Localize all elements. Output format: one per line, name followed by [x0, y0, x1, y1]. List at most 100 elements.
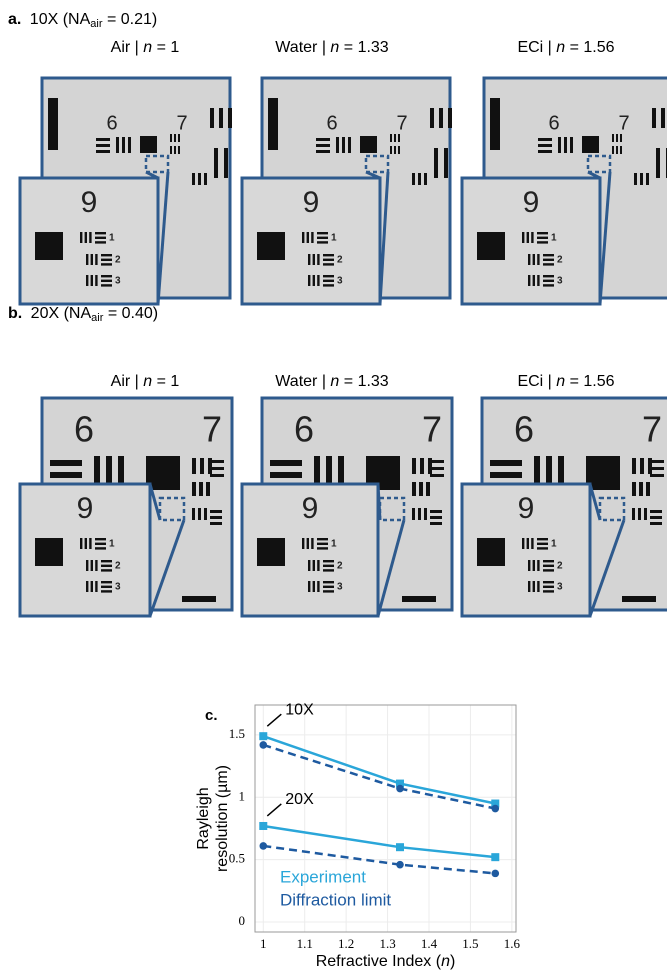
- target-bar: [317, 232, 328, 234]
- target-bar: [412, 173, 415, 185]
- symbol: n: [143, 373, 152, 390]
- target-bar: [538, 144, 552, 147]
- target-bar: [522, 538, 524, 549]
- target-bar: [313, 275, 315, 286]
- target-bar: [537, 547, 548, 549]
- target-label: 9: [81, 186, 98, 219]
- target-bar: [650, 474, 664, 477]
- target-bar: [308, 581, 310, 592]
- target-bar: [543, 280, 554, 282]
- target-bar: [612, 146, 614, 154]
- target-bar: [390, 134, 392, 142]
- target-bar: [323, 565, 334, 567]
- target-square: [35, 538, 63, 566]
- annotation: 10X: [285, 701, 314, 718]
- symbol: n: [330, 373, 339, 390]
- column-label: Air | n = 1: [111, 373, 180, 390]
- target-bar: [537, 581, 539, 592]
- target-square: [477, 232, 505, 260]
- target-bar: [89, 232, 91, 243]
- x-tick-label: 1: [260, 936, 267, 951]
- target-bar: [198, 173, 201, 185]
- target-bar: [434, 148, 438, 178]
- target-bar: [192, 508, 195, 520]
- index: = 1: [152, 373, 179, 390]
- column-label: Water | n = 1.33: [275, 39, 389, 56]
- target-bar: [101, 254, 112, 256]
- target-bar: [439, 108, 443, 128]
- target-bar: [537, 275, 539, 286]
- target-bar: [533, 275, 535, 286]
- target-bar: [48, 98, 58, 150]
- target-bar: [317, 241, 328, 243]
- target-bar: [86, 275, 88, 286]
- target-bar: [80, 538, 82, 549]
- target-bar: [394, 146, 396, 154]
- target-bar: [311, 538, 313, 549]
- target-bar: [311, 232, 313, 243]
- target-bar: [402, 596, 436, 602]
- target-bar: [620, 134, 622, 142]
- target-bar: [537, 560, 539, 571]
- target-bar: [91, 560, 93, 571]
- target-label: 3: [557, 276, 563, 287]
- target-bar: [224, 148, 228, 178]
- target-bar: [616, 134, 618, 142]
- target-bar: [178, 146, 180, 154]
- target-bar: [317, 543, 328, 545]
- target-bar: [394, 134, 396, 142]
- target-bar: [210, 467, 224, 470]
- target-bar: [418, 173, 421, 185]
- target-bar: [101, 284, 112, 286]
- target-bar: [270, 472, 302, 478]
- annotation-line: [267, 714, 281, 726]
- target-bar: [101, 259, 112, 261]
- target-bar: [317, 237, 328, 239]
- medium: Water |: [275, 39, 330, 56]
- target-bar: [632, 482, 636, 496]
- target-square: [257, 538, 285, 566]
- target-bar: [210, 510, 222, 513]
- target-bar: [538, 150, 552, 153]
- target-label: 1: [109, 539, 115, 550]
- target-bar: [543, 259, 554, 261]
- marker: [396, 861, 404, 869]
- target-bar: [430, 108, 434, 128]
- target-bar: [198, 508, 201, 520]
- target-bar: [128, 137, 131, 153]
- target-bar: [316, 150, 330, 153]
- target-bar: [424, 173, 427, 185]
- target-square: [582, 136, 599, 153]
- target-bar: [199, 482, 203, 496]
- target-bar: [528, 581, 530, 592]
- target-label: 6: [514, 409, 534, 450]
- target-label: 2: [557, 255, 563, 266]
- target-bar: [317, 560, 319, 571]
- index: = 1.56: [565, 373, 614, 390]
- target-label: 7: [642, 409, 662, 450]
- panel-title-b: b. 20X (NAair = 0.40): [8, 305, 158, 324]
- target-bar: [650, 510, 662, 513]
- target-label: 3: [115, 582, 121, 593]
- y-axis-label: Rayleigh: [195, 787, 212, 849]
- title-text: 20X (NA: [31, 305, 92, 322]
- target-bar: [206, 482, 210, 496]
- target-label: 6: [74, 409, 94, 450]
- target-bar: [531, 232, 533, 243]
- marker: [491, 870, 499, 878]
- legend-entry: Diffraction limit: [280, 890, 391, 909]
- target-bar: [96, 138, 110, 141]
- target-bar: [323, 263, 334, 265]
- target-bar: [317, 538, 328, 540]
- target-bar: [543, 560, 554, 562]
- target-bar: [95, 538, 106, 540]
- target-bar: [95, 543, 106, 545]
- target-bar: [323, 254, 334, 256]
- target-bar: [661, 108, 665, 128]
- target-bar: [490, 460, 522, 466]
- target-bar: [543, 263, 554, 265]
- title-text: 10X (NA: [30, 11, 91, 28]
- target-bar: [96, 144, 110, 147]
- target-bar: [528, 560, 530, 571]
- target-bar: [101, 560, 112, 562]
